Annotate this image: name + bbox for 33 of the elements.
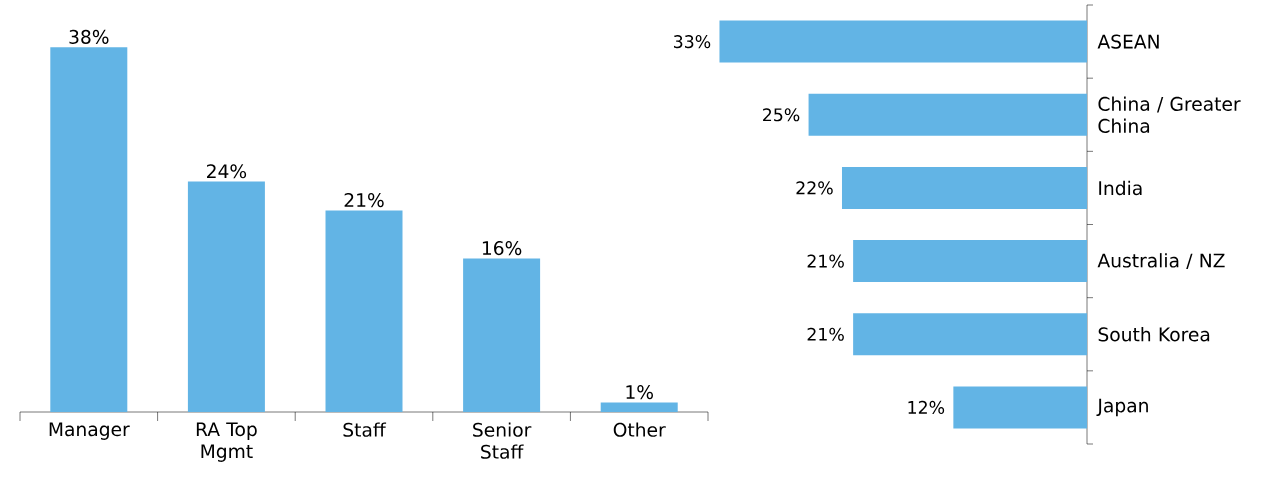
data-label: 25% <box>763 108 800 122</box>
data-label: 22% <box>796 181 833 195</box>
data-label: 38% <box>69 29 109 44</box>
y-tick-label: India <box>1099 180 1142 196</box>
data-label: 16% <box>482 241 522 256</box>
x-tick-label: Staff <box>343 422 387 437</box>
bar <box>600 402 678 412</box>
x-tick-label: Manager <box>49 422 130 440</box>
data-label: 21% <box>807 254 844 268</box>
y-tick-label: ASEAN <box>1097 34 1159 49</box>
y-tick-label: South Korea <box>1098 327 1210 342</box>
bar <box>50 47 128 412</box>
data-label: 24% <box>207 164 247 179</box>
data-label: 1% <box>626 385 653 400</box>
bar <box>187 181 265 412</box>
data-label: 12% <box>908 400 945 414</box>
bar <box>853 313 1088 356</box>
data-label: 21% <box>344 193 384 208</box>
bar <box>841 166 1088 209</box>
bar <box>953 386 1088 429</box>
bar <box>463 258 541 412</box>
y-tick-label: Australia / NZ <box>1097 253 1225 270</box>
bar <box>325 210 403 412</box>
x-tick-label: Senior Staff <box>473 422 532 459</box>
data-label: 33% <box>673 35 711 49</box>
x-tick-label: Other <box>613 422 666 437</box>
bar <box>719 20 1088 63</box>
y-tick-label: China / Greater China <box>1098 96 1241 133</box>
y-tick-label: Japan <box>1096 398 1148 417</box>
x-tick-label: RA Top Mgmt <box>196 422 257 462</box>
bar <box>853 240 1088 283</box>
data-label: 21% <box>807 327 844 341</box>
bar <box>808 93 1088 136</box>
